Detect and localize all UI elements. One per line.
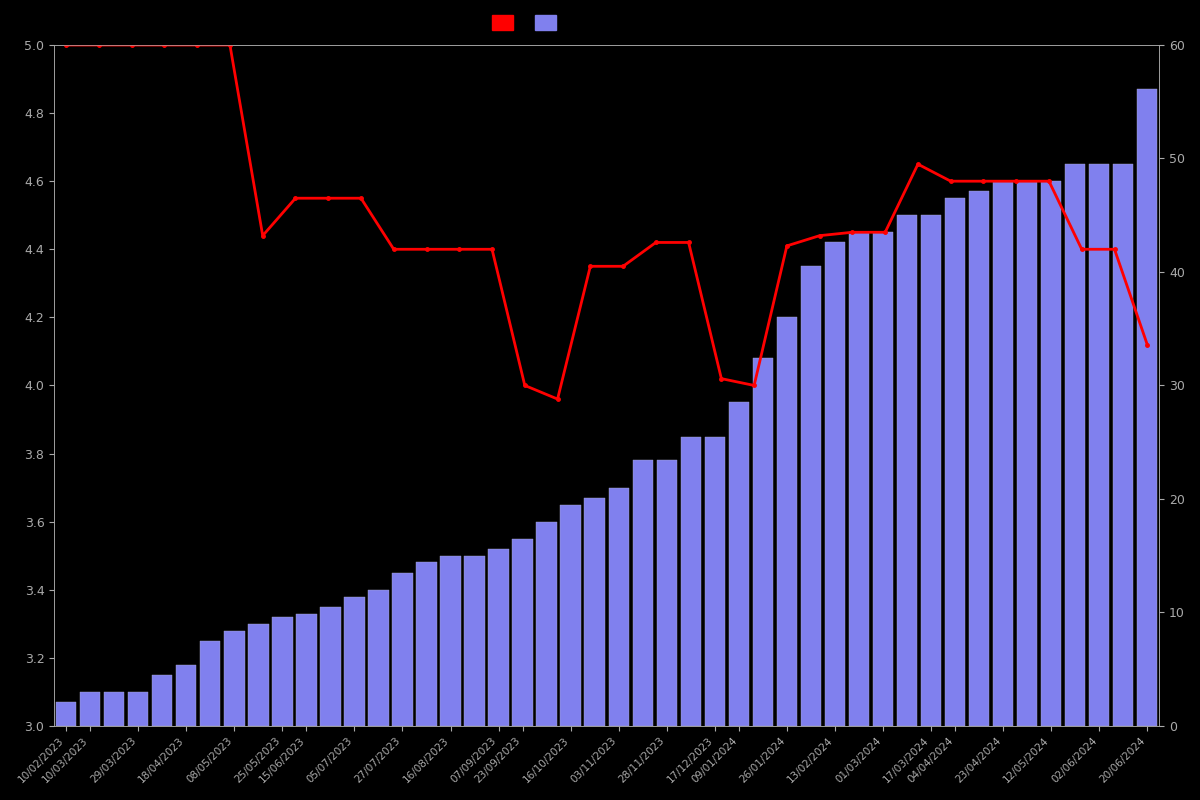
Bar: [704, 437, 725, 726]
Bar: [536, 522, 557, 726]
Bar: [200, 641, 221, 726]
Bar: [920, 215, 941, 726]
Bar: [1090, 164, 1110, 726]
Bar: [1016, 181, 1037, 726]
Bar: [392, 573, 413, 726]
Bar: [944, 198, 965, 726]
Bar: [872, 232, 893, 726]
Bar: [1064, 164, 1086, 726]
Bar: [80, 692, 101, 726]
Bar: [368, 590, 389, 726]
Bar: [800, 266, 821, 726]
Bar: [656, 460, 677, 726]
Bar: [992, 181, 1013, 726]
Bar: [632, 460, 653, 726]
Bar: [968, 191, 989, 726]
Bar: [440, 556, 461, 726]
Bar: [128, 692, 149, 726]
Bar: [272, 617, 293, 726]
Bar: [1138, 90, 1158, 726]
Bar: [824, 242, 845, 726]
Bar: [680, 437, 701, 726]
Legend: , : ,: [487, 11, 571, 34]
Bar: [224, 630, 245, 726]
Bar: [296, 614, 317, 726]
Bar: [176, 665, 197, 726]
Bar: [464, 556, 485, 726]
Bar: [56, 702, 77, 726]
Bar: [152, 675, 173, 726]
Bar: [608, 487, 629, 726]
Bar: [560, 505, 581, 726]
Bar: [512, 538, 533, 726]
Bar: [1040, 181, 1061, 726]
Bar: [584, 498, 605, 726]
Bar: [344, 597, 365, 726]
Bar: [248, 624, 269, 726]
Bar: [752, 358, 773, 726]
Bar: [1114, 164, 1134, 726]
Bar: [848, 232, 869, 726]
Bar: [488, 549, 509, 726]
Bar: [104, 692, 125, 726]
Bar: [728, 402, 749, 726]
Bar: [320, 606, 341, 726]
Bar: [896, 215, 917, 726]
Bar: [416, 562, 437, 726]
Bar: [776, 318, 797, 726]
